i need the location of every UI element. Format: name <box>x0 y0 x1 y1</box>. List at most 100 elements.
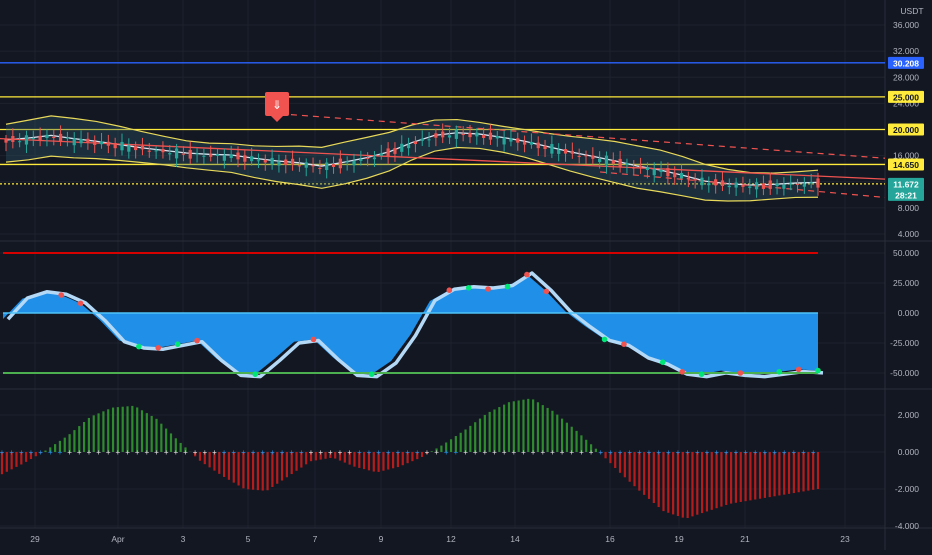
candle-body <box>795 183 800 185</box>
candle-body <box>161 149 165 153</box>
candle-body <box>222 155 226 161</box>
histogram-zero-cross: + <box>434 448 439 457</box>
candle-body <box>86 138 90 143</box>
histogram-zero-cross: + <box>685 448 690 457</box>
candle-body <box>447 135 452 138</box>
candle-body <box>659 169 663 173</box>
oscillator-signal-dot <box>504 283 511 290</box>
time-tick-label: 9 <box>379 534 384 544</box>
histogram-zero-cross: + <box>299 448 304 457</box>
candle-body <box>65 137 70 139</box>
candle-body <box>188 149 192 159</box>
candle-body <box>99 141 104 145</box>
time-tick-label: 21 <box>740 534 750 544</box>
price-badge: 25.000 <box>888 90 924 103</box>
time-tick-label: 19 <box>674 534 684 544</box>
candle-body <box>420 138 424 141</box>
histogram-zero-cross: + <box>792 448 797 457</box>
candle-body <box>720 180 725 187</box>
price-tick-label: 16.000 <box>893 151 919 161</box>
time-tick-label: 3 <box>181 534 186 544</box>
price-badge-text: 14.650 <box>893 160 919 170</box>
histogram-zero-cross: + <box>473 448 478 457</box>
histogram-zero-cross: + <box>734 448 739 457</box>
histogram-zero-cross: + <box>212 448 217 457</box>
oscillator-signal-line <box>6 271 824 379</box>
histogram-zero-cross: + <box>405 448 410 457</box>
histogram-zero-cross: + <box>695 448 700 457</box>
candle-body <box>79 138 83 144</box>
candle-body <box>570 150 574 154</box>
trend-line <box>0 137 886 180</box>
candle-body <box>379 153 383 156</box>
histogram-zero-cross: + <box>444 448 449 457</box>
histogram-zero-cross: + <box>48 448 53 457</box>
oscillator-signal-dot <box>58 292 65 298</box>
candle-body <box>625 163 629 165</box>
candle-body <box>557 149 561 154</box>
histogram-zero-cross: + <box>598 448 603 457</box>
histogram-zero-cross: + <box>9 448 14 457</box>
oscillator-signal-dot <box>776 369 782 375</box>
resistance-dashed-line <box>279 113 886 159</box>
histogram-zero-cross: + <box>676 448 681 457</box>
candle-body <box>304 162 308 168</box>
candle-body <box>495 136 499 139</box>
price-badge-text: 20.000 <box>893 125 919 135</box>
histogram-zero-cross: + <box>367 448 372 457</box>
histogram-tick-label: 0.000 <box>898 447 920 457</box>
candle-body <box>45 134 49 139</box>
histogram-zero-cross: + <box>328 448 333 457</box>
candle-body <box>345 161 349 163</box>
oscillator-signal-dot <box>465 285 472 291</box>
oscillator-signal-dot <box>601 336 608 343</box>
candle-body <box>270 157 274 165</box>
histogram-zero-cross: + <box>38 448 43 457</box>
oscillator-signal-dot <box>795 366 802 373</box>
currency-label: USDT <box>900 6 923 16</box>
candle-body <box>229 154 233 159</box>
candle-body <box>331 163 336 167</box>
histogram-zero-cross: + <box>347 448 352 457</box>
candle-body <box>577 155 581 157</box>
candle-body <box>550 144 554 154</box>
histogram-pane: + + + + + + + + + + + + + + + + + + + + + + + + + + + + + + + + + + + + + + + +… <box>0 398 820 518</box>
candle-body <box>4 138 8 143</box>
histogram-zero-cross: + <box>454 448 459 457</box>
candle-body <box>700 177 704 186</box>
candle-body <box>652 169 656 176</box>
candle-body <box>372 157 377 160</box>
candle-body <box>809 182 813 184</box>
candle-body <box>768 180 772 189</box>
histogram-zero-cross: + <box>376 448 381 457</box>
histogram-zero-cross: + <box>463 448 468 457</box>
histogram-zero-cross: + <box>415 448 420 457</box>
candle-body <box>679 172 684 179</box>
oscillator-area <box>3 274 818 375</box>
oscillator-signal-dot <box>155 345 162 351</box>
candle-body <box>209 154 213 157</box>
price-tick-label: 36.000 <box>893 20 919 30</box>
histogram-zero-cross: + <box>0 448 5 457</box>
candle-body <box>181 153 186 155</box>
time-tick-label: 23 <box>840 534 850 544</box>
candle-body <box>686 177 690 180</box>
price-badge: 28:21 <box>888 188 924 201</box>
grid-lines <box>0 0 885 528</box>
histogram-zero-cross: + <box>753 448 758 457</box>
candle-body <box>120 141 124 151</box>
oscillator-signal-dot <box>815 367 821 374</box>
candle-body <box>563 149 568 154</box>
price-tick-label: 28.000 <box>893 72 919 82</box>
oscillator-tick-label: 0.000 <box>898 308 920 318</box>
candle-body <box>591 155 595 159</box>
histogram-zero-cross: + <box>154 448 159 457</box>
oscillator-signal-dot <box>737 370 744 376</box>
histogram-zero-cross: + <box>772 448 777 457</box>
candle-body <box>154 150 158 152</box>
histogram-zero-cross: + <box>743 448 748 457</box>
histogram-zero-cross: + <box>801 448 806 457</box>
price-badge-bg <box>888 188 924 201</box>
